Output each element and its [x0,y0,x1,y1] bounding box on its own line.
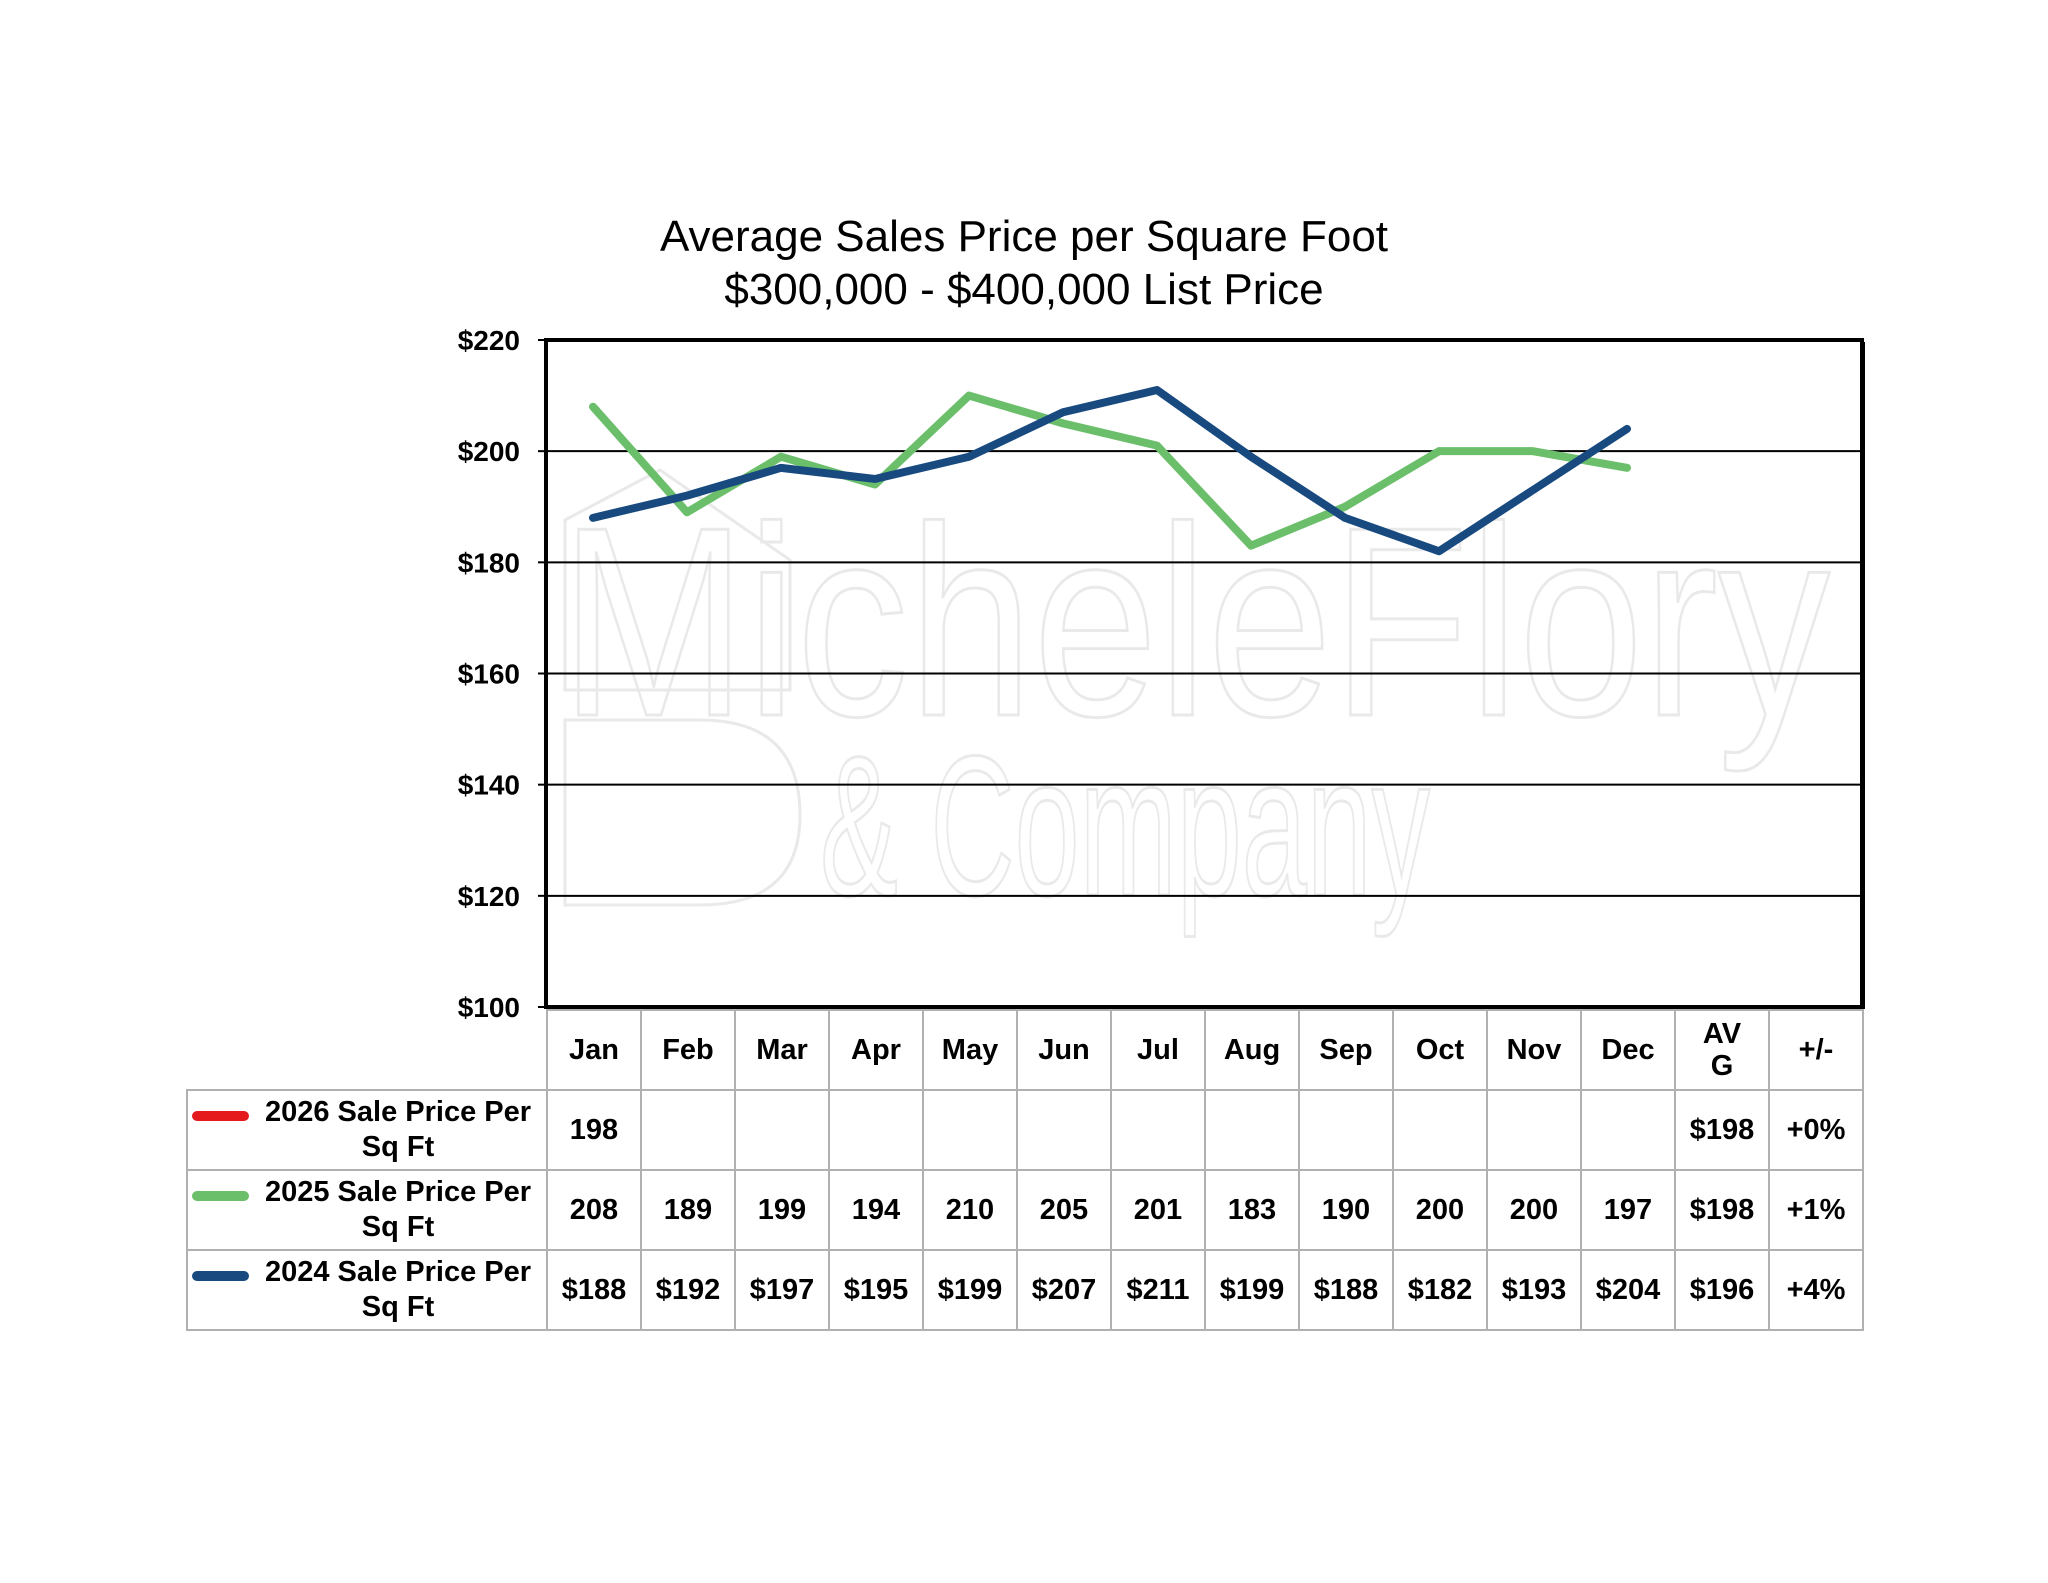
chart-title: Average Sales Price per Square Foot [659,212,1389,261]
chart-title-block: Average Sales Price per Square Foot $300… [0,210,2048,316]
data-cell: 200 [1392,1169,1488,1251]
data-table: Jan Feb Mar Apr May Jun Jul Aug Sep Oct Nov Dec AV G +… [186,1009,1864,1331]
table-row: 2025 Sale Price Per Sq Ft 208 189 199 194 210… [186,1169,1864,1251]
change-cell: +1% [1768,1169,1864,1251]
data-cell: $199 [1204,1249,1300,1331]
watermark-text-1: MicheleFlory [560,472,1830,774]
data-cell: $193 [1486,1249,1582,1331]
series-legend-label: 2024 Sale Price Per Sq Ft [186,1249,548,1331]
data-cell: 210 [922,1169,1018,1251]
y-tick-label: $220 [458,325,520,356]
watermark-text-2: & Company [820,715,1430,938]
change-header: +/- [1768,1009,1864,1091]
x-category-label: Mar [734,1009,830,1091]
table-header-row: Jan Feb Mar Apr May Jun Jul Aug Sep Oct Nov Dec AV G +… [187,1009,1864,1091]
avg-cell: $198 [1674,1169,1770,1251]
data-cell: $197 [734,1249,830,1331]
data-cell: $188 [546,1249,642,1331]
series-lines [589,386,1631,556]
x-category-label: Oct [1392,1009,1488,1091]
series-line-2 [589,386,1631,556]
data-cell [1204,1089,1300,1171]
data-cell: $204 [1580,1249,1676,1331]
series-line-1 [589,391,1631,550]
data-cell [734,1089,830,1171]
y-tick-label: $160 [458,659,520,690]
data-cell: $182 [1392,1249,1488,1331]
y-tick-label: $180 [458,547,520,578]
x-category-label: Feb [640,1009,736,1091]
legend-key-swatch [192,1111,249,1121]
data-cell: 199 [734,1169,830,1251]
series-legend-label: 2026 Sale Price Per Sq Ft [186,1089,548,1171]
y-tick-label: $120 [458,881,520,912]
data-cell: 198 [546,1089,642,1171]
x-category-label: Jan [546,1009,642,1091]
data-cell [1486,1089,1582,1171]
data-cell [828,1089,924,1171]
x-category-label: May [922,1009,1018,1091]
y-tick-label: $140 [458,770,520,801]
table-row: 2024 Sale Price Per Sq Ft $188 $192 $197 $19… [186,1249,1864,1331]
chart-subtitle: $300,000 - $400,000 List Price [724,265,1324,314]
data-cell: 200 [1486,1169,1582,1251]
data-cell: $188 [1298,1249,1394,1331]
data-cell: $207 [1016,1249,1112,1331]
data-cell [1298,1089,1394,1171]
y-tick-label: $200 [458,436,520,467]
x-category-label: Aug [1204,1009,1300,1091]
x-category-label: Apr [828,1009,924,1091]
data-cell: 201 [1110,1169,1206,1251]
data-cell: 208 [546,1169,642,1251]
table-corner [187,1010,547,1090]
data-cell: $192 [640,1249,736,1331]
data-cell [640,1089,736,1171]
avg-cell: $198 [1674,1089,1770,1171]
y-tick-label: $100 [458,992,520,1023]
table-row: 2026 Sale Price Per Sq Ft 198 $198 +0% [186,1089,1864,1171]
watermark-logo: MicheleFlory & Company [559,468,1832,940]
legend-key-swatch [192,1271,249,1281]
change-cell: +4% [1768,1249,1864,1331]
data-cell: 183 [1204,1169,1300,1251]
watermark-house-icon [563,468,802,907]
plot-area-border [544,338,1864,1009]
data-cell: 197 [1580,1169,1676,1251]
data-cell: 194 [828,1169,924,1251]
avg-cell: $196 [1674,1249,1770,1331]
x-category-label: Jul [1110,1009,1206,1091]
data-cell: $199 [922,1249,1018,1331]
data-cell [1016,1089,1112,1171]
change-cell: +0% [1768,1089,1864,1171]
x-category-label: Sep [1298,1009,1394,1091]
x-category-label: Dec [1580,1009,1676,1091]
y-axis: $100 $120 $140 $160 $180 $200 $220 [458,325,546,1023]
data-cell: $211 [1110,1249,1206,1331]
data-cell: $195 [828,1249,924,1331]
data-cell: 205 [1016,1169,1112,1251]
x-category-label: Nov [1486,1009,1582,1091]
data-cell [922,1089,1018,1171]
x-category-label: Jun [1016,1009,1112,1091]
avg-header: AV G [1674,1009,1770,1091]
series-name: 2025 Sale Price Per Sq Ft [264,1176,532,1243]
data-cell [1580,1089,1676,1171]
series-name: 2024 Sale Price Per Sq Ft [264,1256,532,1323]
data-cell: 190 [1298,1169,1394,1251]
legend-key-swatch [192,1191,249,1201]
data-cell [1392,1089,1488,1171]
series-name: 2026 Sale Price Per Sq Ft [264,1096,532,1163]
data-cell [1110,1089,1206,1171]
data-cell: 189 [640,1169,736,1251]
series-legend-label: 2025 Sale Price Per Sq Ft [186,1169,548,1251]
chart-grid [546,450,1862,897]
